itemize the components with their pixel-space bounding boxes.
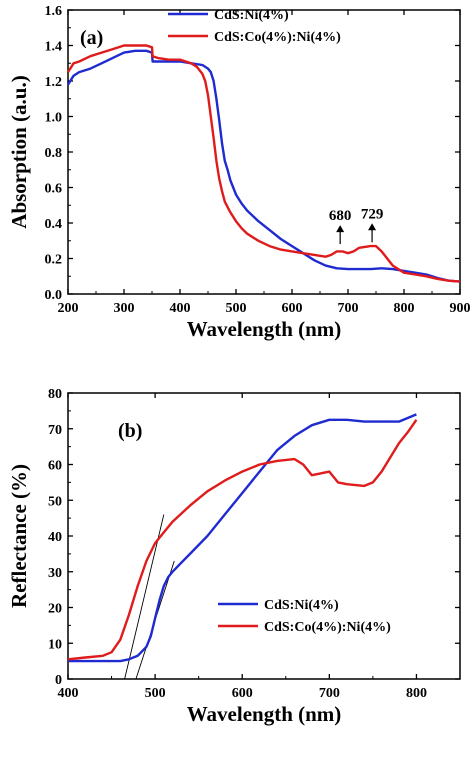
series-line-co [66, 44, 461, 283]
y-axis-label: Reflectance (%) [7, 464, 31, 608]
chart-panel-b: 400 500 600 700 800 0 10 20 30 40 50 60 70 80 Waveleng… [7, 387, 461, 726]
y-tick-label: 1.2 [45, 75, 63, 90]
x-axis-label: Wavelength (nm) [187, 317, 342, 341]
y-tick-label: 70 [48, 423, 62, 438]
y-tick-label: 0.4 [45, 217, 63, 232]
x-tick-label: 600 [282, 301, 303, 316]
x-tick-label: 400 [58, 686, 79, 701]
x-axis-label: Wavelength (nm) [187, 702, 342, 726]
y-tick-label: 1.4 [45, 40, 63, 55]
panel-label: (b) [118, 420, 142, 442]
y-tick-label: 30 [48, 566, 62, 581]
y-tick-label: 0 [55, 673, 62, 688]
y-tick-label: 0.8 [45, 146, 63, 161]
y-tick-label: 1.6 [45, 4, 63, 19]
chart-panel-a: 200 300 400 500 600 700 800 900 0.0 0.2 0.4 0.6 0.8 1… [7, 4, 471, 341]
legend-label: CdS:Co(4%):Ni(4%) [214, 30, 341, 45]
x-tick-label: 700 [319, 686, 340, 701]
y-tick-label: 10 [48, 637, 62, 652]
x-tick-label: 900 [450, 301, 471, 316]
y-tick-label: 0.2 [45, 253, 63, 268]
y-tick-label: 40 [48, 530, 62, 545]
y-tick-label: 0.6 [45, 182, 63, 197]
annotation-arrow-head [336, 225, 345, 233]
y-tick-label: 60 [48, 459, 62, 474]
x-tick-label: 200 [58, 301, 79, 316]
x-tick-label: 800 [406, 686, 427, 701]
y-tick-label: 80 [48, 387, 62, 402]
legend-label: CdS:Ni(4%) [264, 598, 339, 613]
peak-annotation-label: 729 [361, 206, 384, 222]
x-tick-label: 400 [170, 301, 191, 316]
series-line-ni [68, 413, 417, 663]
y-tick-label: 0.0 [45, 288, 63, 303]
y-tick-label: 1.0 [45, 111, 63, 126]
annotation-arrow-head [368, 223, 377, 231]
x-tick-label: 300 [114, 301, 135, 316]
series-line-ni [66, 49, 461, 283]
x-tick-label: 800 [394, 301, 415, 316]
legend-label: CdS:Ni(4%) [214, 8, 289, 23]
x-tick-label: 500 [145, 686, 166, 701]
peak-annotation-label: 680 [329, 208, 352, 224]
y-tick-label: 50 [48, 494, 62, 509]
x-tick-label: 700 [338, 301, 359, 316]
x-tick-label: 600 [232, 686, 253, 701]
legend-label: CdS:Co(4%):Ni(4%) [264, 620, 391, 635]
panel-label: (a) [80, 27, 103, 49]
y-axis-label: Absorption (a.u.) [7, 75, 31, 228]
x-tick-label: 500 [226, 301, 247, 316]
series-line-co [67, 419, 418, 661]
y-tick-label: 20 [48, 602, 62, 617]
